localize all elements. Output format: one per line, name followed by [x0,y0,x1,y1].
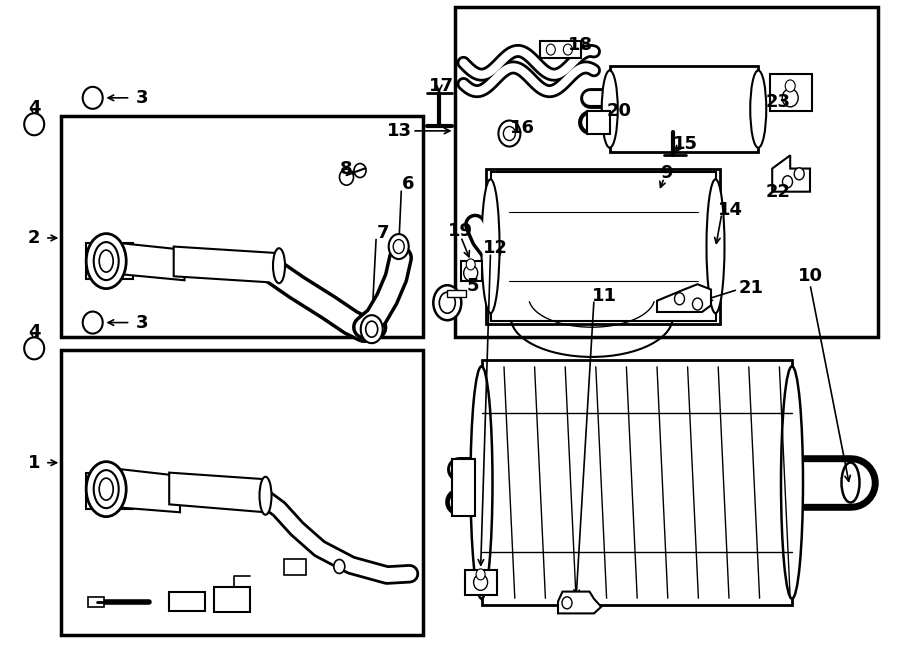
Ellipse shape [86,461,126,517]
Ellipse shape [706,179,724,313]
Bar [86,473,133,509]
Bar [88,597,104,607]
Text: 8: 8 [340,159,353,178]
Bar [491,172,716,321]
Ellipse shape [782,89,798,107]
Polygon shape [122,243,184,280]
Ellipse shape [503,126,516,141]
Ellipse shape [562,597,572,609]
Ellipse shape [482,179,500,313]
Ellipse shape [794,168,805,180]
Bar [61,116,423,337]
Text: 18: 18 [568,36,593,54]
Bar [61,350,423,635]
Text: 14: 14 [718,201,743,219]
Text: 12: 12 [482,239,508,257]
Ellipse shape [466,259,475,270]
Polygon shape [657,284,711,312]
Text: 6: 6 [401,175,414,193]
Text: 17: 17 [428,77,454,95]
Bar [454,7,878,337]
Ellipse shape [602,71,617,148]
Ellipse shape [464,265,478,281]
Ellipse shape [393,239,404,254]
Bar [214,587,250,612]
Ellipse shape [83,87,103,109]
Text: 4: 4 [28,98,40,117]
Ellipse shape [334,559,345,574]
Ellipse shape [473,574,488,590]
Text: 15: 15 [673,135,698,153]
Text: 10: 10 [797,267,823,286]
Bar [587,111,610,134]
Ellipse shape [83,311,103,334]
Text: 22: 22 [766,182,791,201]
Ellipse shape [692,298,703,310]
Ellipse shape [781,366,803,599]
Ellipse shape [751,71,766,148]
Text: 11: 11 [592,287,617,305]
Text: 1: 1 [28,453,40,472]
Ellipse shape [842,463,859,502]
Ellipse shape [94,242,119,280]
Ellipse shape [785,80,796,92]
Text: 4: 4 [28,323,40,341]
Ellipse shape [361,315,382,343]
Ellipse shape [86,233,126,289]
Text: 20: 20 [607,102,632,120]
Ellipse shape [354,163,366,178]
Polygon shape [122,469,180,512]
Bar [770,74,812,111]
Ellipse shape [24,113,44,136]
Text: 19: 19 [448,222,473,241]
Ellipse shape [439,292,455,313]
Text: 2: 2 [28,229,40,247]
Ellipse shape [674,293,685,305]
Ellipse shape [476,569,485,580]
Text: 3: 3 [136,313,149,332]
Bar [540,41,580,58]
Bar [461,261,482,281]
Ellipse shape [339,169,354,185]
Ellipse shape [99,250,113,272]
Ellipse shape [782,176,793,188]
Text: 21: 21 [739,278,764,297]
Text: 23: 23 [766,93,791,112]
Ellipse shape [365,321,378,337]
Ellipse shape [499,120,520,147]
Ellipse shape [273,249,285,283]
Bar [284,559,306,575]
Ellipse shape [433,286,462,320]
Polygon shape [558,592,601,613]
Ellipse shape [563,44,572,55]
Bar [486,169,720,324]
Ellipse shape [471,366,492,599]
Bar [482,360,792,605]
Bar [610,66,758,152]
Ellipse shape [259,477,272,515]
Bar [169,592,205,611]
Bar [447,290,466,297]
Polygon shape [772,155,810,192]
Text: 13: 13 [387,122,412,140]
Ellipse shape [99,478,113,500]
Bar [465,570,497,595]
Ellipse shape [94,470,119,508]
Text: 5: 5 [466,277,479,295]
Ellipse shape [546,44,555,55]
Text: 7: 7 [376,223,389,242]
Polygon shape [169,473,266,512]
Ellipse shape [24,337,44,360]
Ellipse shape [389,234,409,259]
Polygon shape [174,247,279,283]
Bar [452,459,475,516]
Text: 3: 3 [136,89,149,107]
Text: 9: 9 [660,164,672,182]
Text: 16: 16 [509,118,535,137]
Bar [86,243,133,279]
